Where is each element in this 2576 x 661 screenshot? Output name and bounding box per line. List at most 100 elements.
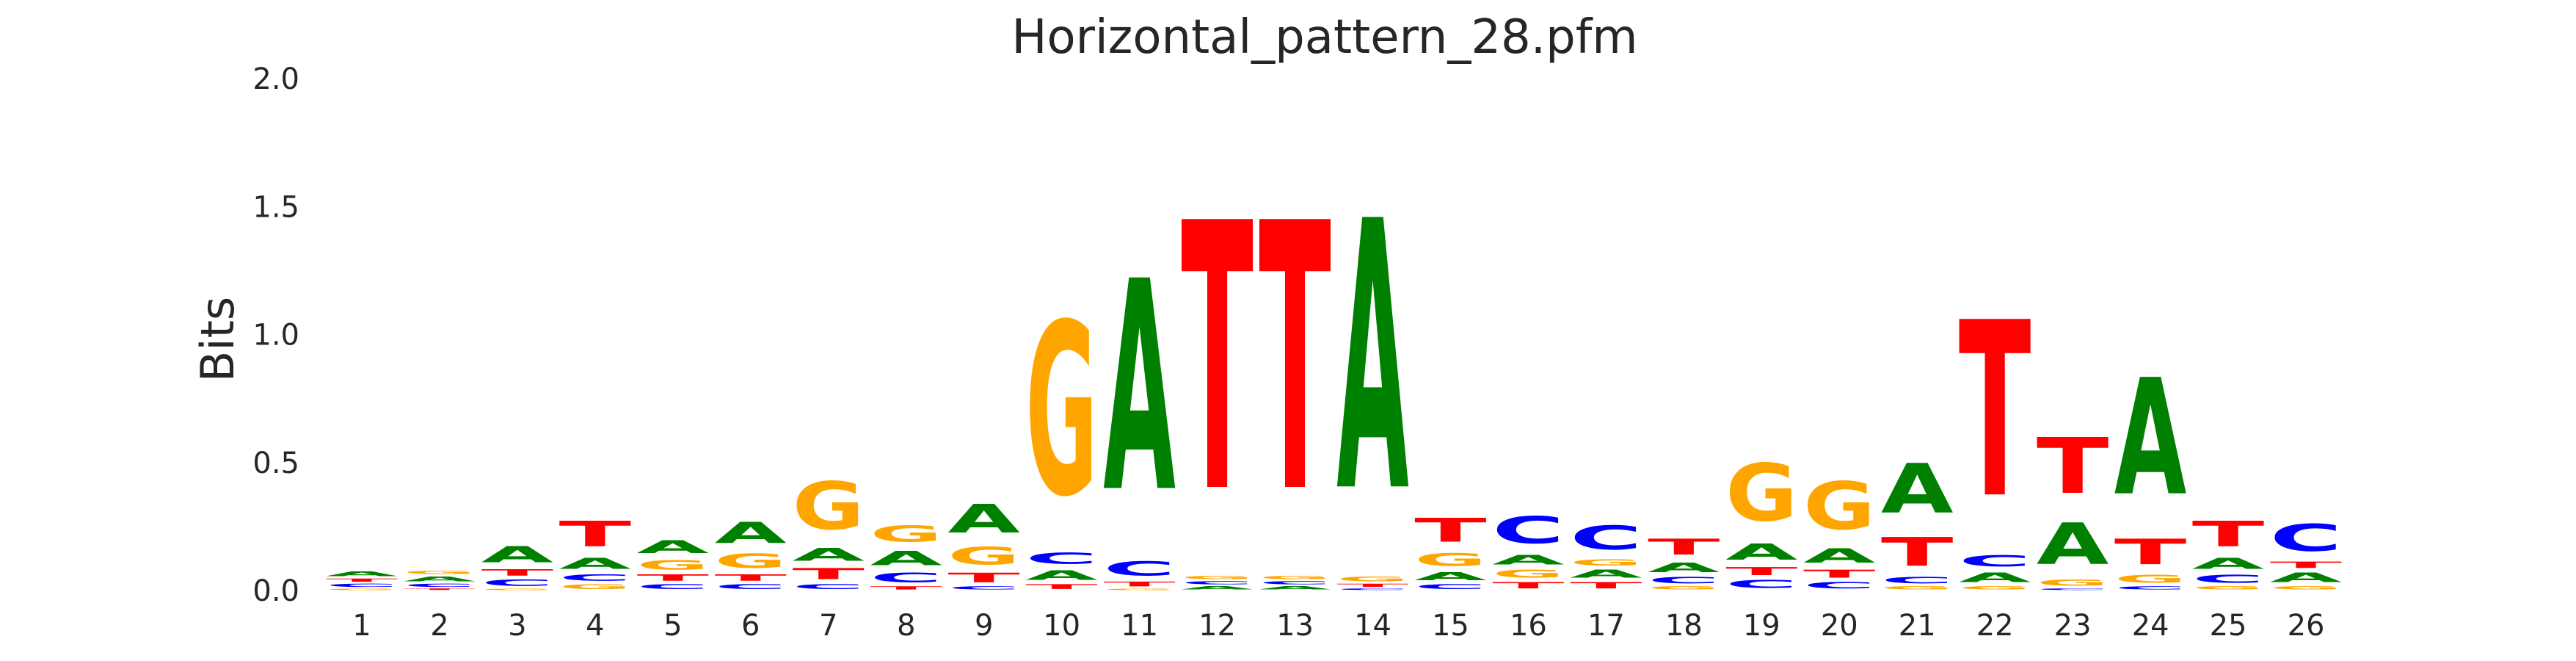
logo-letter-a: A [326,570,399,577]
logo-letter-t: T [715,573,787,583]
logo-letter-g: G [947,542,1020,570]
chart-title: Horizontal_pattern_28.pfm [1011,10,1637,65]
x-tick-label: 5 [663,609,682,643]
logo-letter-a: A [1181,585,1254,590]
logo-letter-g: G [1570,557,1642,568]
logo-letter-t: T [947,570,1020,585]
logo-letter-t: T [559,514,632,555]
x-tick-label: 10 [1043,609,1080,643]
logo-letter-t: T [637,573,710,583]
logo-letter-a: A [637,537,710,557]
logo-letter-g: G [1959,585,2031,590]
x-axis-ticks: 1 2 3 4 5 6 7 8 9 10 11 12 13 14 15 16 17 18 19 20 21 22 23 24 2… [352,609,2324,643]
logo-letter-t: T [1570,580,1642,590]
logo-letter-t: T [1492,580,1565,590]
logo-letter-t: T [792,565,865,582]
y-axis-ticks: 0.0 0.5 1.0 1.5 2.0 [252,62,299,608]
logo-letter-t: T [1259,145,1331,574]
logo-letter-g: G [481,588,554,590]
logo-letter-a: A [1648,560,1720,575]
logo-letter-c: C [2192,573,2265,585]
logo-letter-c: C [792,583,865,590]
logo-letter-g: G [326,588,399,590]
logo-letter-c: C [1181,580,1254,585]
x-tick-label: 17 [1587,609,1625,643]
x-tick-label: 22 [1976,609,2014,643]
logo-letter-g: G [1414,550,1487,571]
x-tick-label: 16 [1510,609,1547,643]
logo-letter-t: T [1025,583,1098,590]
logo-letter-a: A [1414,570,1487,582]
logo-letter-g: G [1648,585,1720,590]
logo-letter-c: C [1648,575,1720,585]
logo-letter-a: A [1725,539,1798,565]
logo-letter-a: A [870,547,942,570]
logo-letter-a: A [2037,511,2109,577]
logo-letter-a: A [1492,552,1565,568]
logo-letter-t: T [2114,532,2187,572]
logo-letter-a: A [1570,568,1642,580]
y-tick-label: 1.5 [252,190,299,224]
logo-letter-a: A [2192,555,2265,572]
x-tick-label: 19 [1743,609,1780,643]
logo-letter-c: C [2037,588,2109,590]
logo-letter-c: C [2270,516,2343,560]
x-tick-label: 23 [2054,609,2092,643]
x-tick-label: 8 [897,609,915,643]
logo-letter-c: C [1025,549,1098,567]
x-tick-label: 3 [508,609,526,643]
logo-letter-a: A [559,555,632,572]
x-tick-label: 7 [819,609,837,643]
y-tick-label: 0.5 [252,447,299,480]
logo-letter-a: A [1803,544,1876,567]
x-tick-label: 11 [1121,609,1158,643]
logo-letter-c: C [870,570,942,585]
logo-letter-c: C [1803,580,1876,590]
logo-letter-a: A [1336,143,1409,574]
logo-letter-a: A [715,517,787,550]
x-tick-label: 14 [1354,609,1391,643]
y-tick-label: 1.0 [252,319,299,353]
x-tick-label: 9 [975,609,993,643]
x-tick-label: 15 [1432,609,1469,643]
logo-letter-g: G [2192,585,2265,590]
logo-letter-g: G [1103,588,1176,590]
logo-letter-a: A [2114,347,2187,532]
logo-letter-a: A [1881,451,1954,530]
logo-letter-a: A [404,575,476,582]
logo-letter-g: G [1181,575,1254,580]
logo-letter-t: T [326,578,399,583]
logo-letter-a: A [1959,570,2031,585]
logo-letter-t: T [1414,512,1487,550]
logo-letter-c: C [2114,585,2187,590]
logo-letter-a: A [481,542,554,568]
x-tick-label: 1 [352,609,371,643]
logo-letter-g: G [637,557,710,573]
logo-letter-c: C [1103,557,1176,580]
logo-letter-t: T [404,588,476,590]
logo-letter-g: G [792,468,865,544]
x-tick-label: 21 [1899,609,1936,643]
logo-letter-t: T [1959,271,2031,552]
logo-letter-g: G [715,549,787,572]
logo-letter-a: A [2270,570,2343,585]
logo-letter-g: G [1725,447,1798,539]
logo-letter-a: A [947,496,1020,543]
x-tick-label: 4 [586,609,604,643]
logo-letter-c: C [1414,583,1487,590]
logo-letter-c: C [326,583,399,588]
